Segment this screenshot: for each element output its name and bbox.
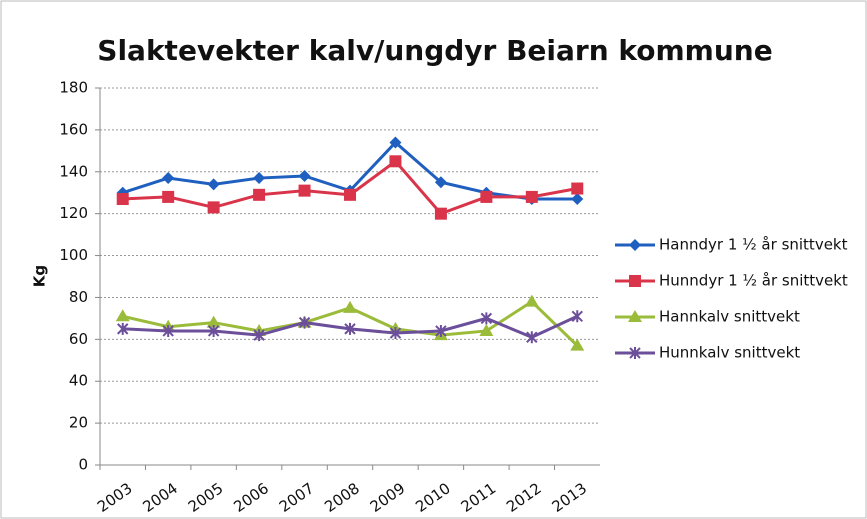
marker bbox=[253, 172, 266, 185]
y-tick-label: 0 bbox=[78, 456, 88, 474]
marker bbox=[629, 275, 641, 287]
marker bbox=[344, 322, 356, 335]
marker bbox=[116, 193, 129, 206]
y-axis-label: Kg bbox=[31, 265, 49, 287]
marker bbox=[435, 324, 447, 337]
y-tick-label: 40 bbox=[69, 372, 88, 390]
marker bbox=[389, 136, 402, 149]
marker bbox=[570, 338, 585, 351]
marker bbox=[207, 201, 220, 214]
marker bbox=[526, 331, 538, 344]
marker bbox=[389, 327, 402, 340]
y-tick-label: 60 bbox=[69, 330, 88, 348]
marker bbox=[524, 294, 539, 307]
y-tick-label: 80 bbox=[69, 288, 88, 306]
marker bbox=[253, 188, 266, 201]
marker bbox=[480, 312, 493, 325]
chart-title: Slaktevekter kalv/ungdyr Beiarn kommune bbox=[97, 34, 772, 67]
marker bbox=[434, 207, 447, 220]
marker bbox=[115, 309, 130, 322]
marker bbox=[298, 169, 311, 182]
marker bbox=[207, 178, 220, 191]
marker bbox=[162, 190, 175, 203]
marker bbox=[628, 310, 642, 322]
marker bbox=[525, 190, 538, 203]
marker bbox=[162, 172, 175, 185]
marker bbox=[389, 155, 402, 168]
marker bbox=[343, 300, 357, 313]
marker bbox=[162, 324, 174, 337]
y-tick-label: 20 bbox=[69, 414, 88, 432]
legend-label: Hunnkalv snittvekt bbox=[659, 344, 800, 362]
y-tick-label: 120 bbox=[59, 204, 88, 222]
y-tick-label: 180 bbox=[59, 79, 88, 97]
y-tick-label: 160 bbox=[59, 120, 88, 138]
legend-label: Hannkalv snittvekt bbox=[659, 308, 800, 326]
marker bbox=[117, 322, 129, 335]
marker bbox=[571, 310, 583, 323]
marker bbox=[344, 188, 356, 201]
marker bbox=[298, 316, 311, 329]
marker bbox=[629, 239, 641, 251]
marker bbox=[571, 193, 584, 206]
marker bbox=[298, 184, 311, 197]
marker bbox=[571, 182, 584, 195]
legend-label: Hunndyr 1 ½ år snittvekt bbox=[659, 272, 848, 290]
legend-label: Hanndyr 1 ½ år snittvekt bbox=[659, 236, 848, 254]
marker bbox=[480, 190, 493, 203]
marker bbox=[253, 329, 265, 342]
marker bbox=[207, 324, 220, 337]
marker bbox=[629, 347, 641, 359]
marker bbox=[479, 323, 494, 336]
y-tick-label: 100 bbox=[59, 246, 88, 264]
marker bbox=[434, 176, 447, 189]
y-tick-label: 140 bbox=[59, 162, 88, 180]
marker bbox=[206, 315, 221, 328]
